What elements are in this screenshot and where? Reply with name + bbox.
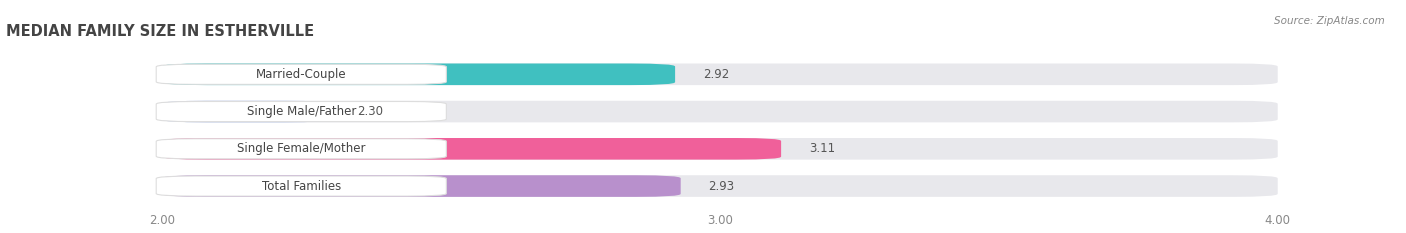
FancyBboxPatch shape [162, 175, 681, 197]
Text: Total Families: Total Families [262, 180, 340, 192]
Text: MEDIAN FAMILY SIZE IN ESTHERVILLE: MEDIAN FAMILY SIZE IN ESTHERVILLE [6, 24, 314, 39]
FancyBboxPatch shape [156, 64, 446, 84]
FancyBboxPatch shape [156, 102, 446, 122]
FancyBboxPatch shape [162, 138, 1278, 160]
Text: 3.11: 3.11 [808, 142, 835, 155]
FancyBboxPatch shape [162, 64, 1278, 85]
FancyBboxPatch shape [156, 176, 446, 196]
FancyBboxPatch shape [162, 138, 782, 160]
Text: Source: ZipAtlas.com: Source: ZipAtlas.com [1274, 16, 1385, 26]
Text: Married-Couple: Married-Couple [256, 68, 347, 81]
Text: Single Male/Father: Single Male/Father [246, 105, 356, 118]
FancyBboxPatch shape [162, 64, 675, 85]
Text: 2.92: 2.92 [703, 68, 730, 81]
Text: 2.30: 2.30 [357, 105, 382, 118]
FancyBboxPatch shape [162, 101, 1278, 122]
FancyBboxPatch shape [162, 101, 329, 122]
FancyBboxPatch shape [156, 139, 446, 159]
Text: Single Female/Mother: Single Female/Mother [238, 142, 366, 155]
FancyBboxPatch shape [162, 175, 1278, 197]
Text: 2.93: 2.93 [709, 180, 735, 192]
